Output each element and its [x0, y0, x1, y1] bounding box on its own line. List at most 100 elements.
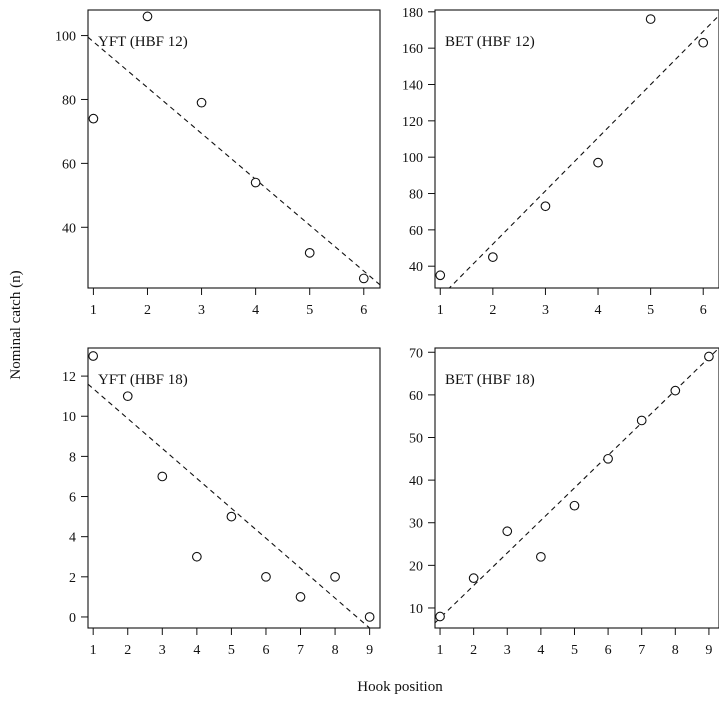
data-point	[358, 273, 369, 284]
panel-4: 1 2 3 4 5 6 7 8 9 10 20 30 40 50 60 70 BET (HBF 18)	[409, 346, 719, 658]
y-tick-label: 10	[62, 410, 76, 425]
y-tick-label: 6	[69, 491, 76, 506]
data-point	[88, 351, 99, 361]
y-tick-label: 120	[402, 115, 423, 130]
y-tick-label: 50	[409, 431, 423, 446]
panel-label: YFT (HBF 12)	[98, 34, 188, 50]
fit-line	[435, 348, 719, 624]
data-point	[157, 471, 168, 482]
panel-label: BET (HBF 12)	[445, 34, 535, 50]
panel-label: YFT (HBF 18)	[98, 372, 188, 388]
panel-2: 1 2 3 4 5 6 40 60 80 100 120 140 160 180 BET (HBF 12)	[402, 6, 719, 318]
panel-frame	[434, 347, 719, 629]
x-tick-label: 1	[90, 303, 97, 318]
x-tick-label: 9	[705, 643, 712, 658]
x-tick-label: 2	[470, 643, 477, 658]
x-tick-label: 6	[700, 303, 707, 318]
data-point	[670, 385, 681, 396]
y-tick-label: 180	[402, 6, 423, 21]
panel-label: BET (HBF 18)	[445, 372, 535, 388]
x-tick-label: 2	[489, 303, 496, 318]
y-tick-label: 140	[402, 78, 423, 93]
x-tick-label: 2	[124, 643, 131, 658]
y-tick-label: 40	[62, 221, 76, 236]
data-point	[502, 526, 513, 537]
data-point	[540, 201, 551, 212]
y-tick-label: 40	[409, 260, 423, 275]
x-tick-label: 5	[571, 643, 578, 658]
fit-line	[88, 383, 371, 628]
data-point	[536, 551, 546, 562]
x-tick-label: 8	[672, 643, 679, 658]
y-tick-label: 80	[62, 93, 76, 108]
x-tick-label: 4	[252, 303, 259, 318]
x-tick-label: 5	[306, 303, 313, 318]
data-point	[330, 571, 340, 582]
data-point	[192, 551, 202, 562]
x-tick-label: 3	[542, 303, 549, 318]
y-tick-label: 80	[409, 188, 423, 203]
data-point	[142, 11, 153, 22]
x-tick-label: 3	[198, 303, 205, 318]
panel-frame	[87, 9, 381, 289]
y-tick-label: 100	[55, 30, 76, 45]
x-tick-label: 7	[638, 643, 645, 658]
data-point	[645, 14, 656, 24]
x-tick-label: 1	[90, 643, 97, 658]
y-tick-label: 60	[409, 224, 423, 239]
y-tick-label: 100	[402, 151, 423, 166]
data-point	[226, 511, 237, 522]
data-point	[196, 97, 207, 108]
y-tick-label: 20	[409, 559, 423, 574]
data-point	[603, 453, 613, 464]
data-point	[636, 415, 647, 426]
y-tick-label: 60	[62, 157, 76, 172]
data-point	[704, 351, 714, 362]
data-point	[304, 248, 315, 258]
x-tick-label: 3	[504, 643, 511, 658]
y-tick-label: 10	[409, 602, 423, 617]
x-tick-label: 4	[537, 643, 544, 658]
data-point	[250, 177, 261, 188]
x-tick-label: 2	[144, 303, 151, 318]
x-tick-label: 1	[437, 303, 444, 318]
x-tick-label: 4	[193, 643, 200, 658]
y-tick-label: 30	[409, 517, 423, 532]
x-tick-label: 3	[159, 643, 166, 658]
y-tick-label: 4	[69, 531, 76, 546]
x-tick-label: 6	[360, 303, 367, 318]
x-tick-label: 4	[595, 303, 602, 318]
y-tick-label: 0	[69, 611, 76, 626]
data-point	[435, 611, 445, 622]
x-tick-label: 7	[297, 643, 304, 658]
y-tick-label: 70	[409, 346, 423, 361]
x-tick-label: 6	[605, 643, 612, 658]
data-point	[468, 573, 479, 583]
fit-line	[448, 15, 719, 288]
y-tick-label: 60	[409, 389, 423, 404]
y-tick-label: 2	[69, 571, 76, 586]
data-point	[295, 592, 306, 602]
data-point	[698, 37, 709, 48]
fit-line	[88, 36, 380, 286]
x-tick-label: 5	[647, 303, 654, 318]
x-axis-title: Hook position	[357, 679, 443, 695]
y-axis-title: Nominal catch (n)	[8, 270, 24, 379]
data-point	[435, 270, 446, 281]
y-tick-label: 8	[69, 450, 76, 465]
data-point	[88, 113, 99, 124]
data-point	[364, 612, 375, 622]
data-point	[122, 391, 133, 402]
data-point	[593, 157, 603, 168]
panel-frame	[87, 347, 381, 629]
y-tick-label: 40	[409, 474, 423, 489]
x-tick-label: 5	[228, 643, 235, 658]
data-point	[261, 571, 271, 582]
x-tick-label: 1	[437, 643, 444, 658]
y-tick-label: 160	[402, 42, 423, 57]
x-tick-label: 8	[332, 643, 339, 658]
y-tick-label: 12	[62, 370, 76, 385]
